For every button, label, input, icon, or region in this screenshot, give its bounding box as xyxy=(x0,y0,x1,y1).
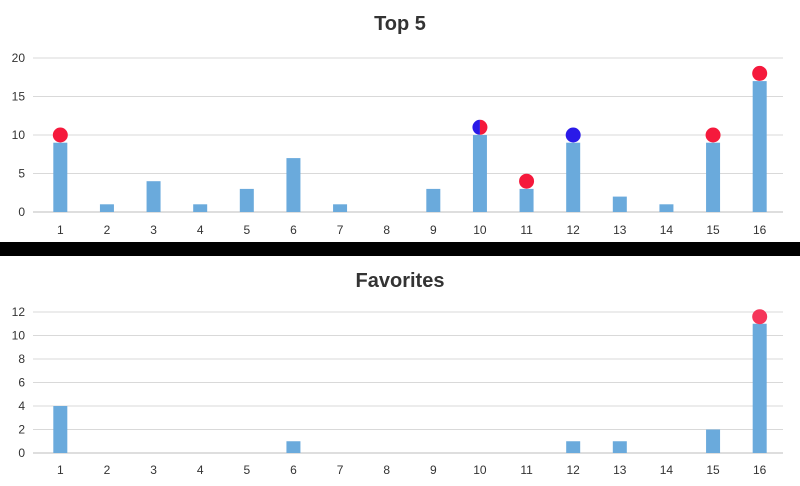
top5-x-tick-label: 4 xyxy=(197,223,204,237)
top5-x-tick-label: 10 xyxy=(473,223,487,237)
chart-divider xyxy=(0,242,800,256)
top5-marker-dot xyxy=(52,127,68,143)
top5-chart-panel: Top 5 0 5 10 15 20 1 2 3 4 5 6 7 8 9 10 11 12 13 14 15 16 xyxy=(0,0,800,242)
favorites-x-tick-label: 10 xyxy=(473,463,487,477)
top5-bar xyxy=(193,204,208,212)
favorites-bar xyxy=(752,323,767,453)
favorites-y-tick-label: 0 xyxy=(18,446,25,460)
top5-x-tick-label: 14 xyxy=(660,223,674,237)
top5-marker-dot xyxy=(705,127,721,143)
top5-bar xyxy=(53,142,68,212)
top5-x-tick-label: 2 xyxy=(104,223,111,237)
top5-bar xyxy=(286,158,301,212)
favorites-bar xyxy=(706,429,721,453)
favorites-y-tick-label: 6 xyxy=(18,376,25,390)
top5-y-tick-label: 10 xyxy=(12,128,26,142)
top5-bar xyxy=(519,188,534,212)
favorites-x-tick-label: 16 xyxy=(753,463,767,477)
top5-bar xyxy=(333,204,348,212)
top5-bar xyxy=(659,204,674,212)
favorites-x-tick-label: 13 xyxy=(613,463,627,477)
favorites-x-tick-label: 15 xyxy=(706,463,720,477)
favorites-y-tick-label: 10 xyxy=(12,329,26,343)
favorites-bar xyxy=(286,441,301,453)
top5-marker-dot xyxy=(519,173,535,189)
top5-x-tick-label: 16 xyxy=(753,223,767,237)
favorites-x-tick-label: 8 xyxy=(383,463,390,477)
favorites-x-tick-label: 6 xyxy=(290,463,297,477)
favorites-y-tick-label: 2 xyxy=(18,423,25,437)
top5-y-tick-label: 15 xyxy=(12,90,26,104)
favorites-bar xyxy=(612,441,627,453)
favorites-y-tick-label: 4 xyxy=(18,399,25,413)
favorites-x-tick-label: 14 xyxy=(660,463,674,477)
top5-bar xyxy=(426,188,441,212)
top5-bar xyxy=(566,142,581,212)
top5-x-tick-label: 12 xyxy=(567,223,581,237)
top5-x-tick-label: 9 xyxy=(430,223,437,237)
favorites-y-tick-label: 12 xyxy=(12,305,26,319)
top5-bar xyxy=(99,204,114,212)
top5-bar xyxy=(239,188,254,212)
favorites-x-tick-label: 3 xyxy=(150,463,157,477)
favorites-x-tick-label: 1 xyxy=(57,463,64,477)
top5-x-tick-label: 13 xyxy=(613,223,627,237)
top5-x-tick-label: 1 xyxy=(57,223,64,237)
favorites-bar xyxy=(53,406,68,453)
favorites-x-tick-label: 2 xyxy=(104,463,111,477)
top5-bar xyxy=(146,181,161,212)
top5-x-tick-label: 3 xyxy=(150,223,157,237)
favorites-x-tick-label: 4 xyxy=(197,463,204,477)
top5-bar xyxy=(472,135,487,212)
top5-y-tick-label: 5 xyxy=(18,167,25,181)
top5-x-tick-label: 5 xyxy=(243,223,250,237)
top5-marker-half-left xyxy=(472,119,480,135)
top5-y-tick-label: 20 xyxy=(12,51,26,65)
favorites-x-tick-label: 9 xyxy=(430,463,437,477)
top5-marker-dot-split xyxy=(472,119,488,135)
top5-bar xyxy=(612,196,627,212)
top5-x-tick-label: 8 xyxy=(383,223,390,237)
favorites-x-tick-label: 5 xyxy=(243,463,250,477)
favorites-x-tick-label: 12 xyxy=(567,463,581,477)
favorites-chart-panel: Favorites 0 2 4 6 8 10 12 1 2 3 4 5 6 7 8 9 10 11 12 13 14 15… xyxy=(0,256,800,486)
favorites-x-tick-label: 7 xyxy=(337,463,344,477)
top5-x-tick-label: 7 xyxy=(337,223,344,237)
favorites-marker-dot xyxy=(752,309,768,325)
top5-x-tick-label: 15 xyxy=(706,223,720,237)
top5-bar xyxy=(706,142,721,212)
top5-chart-title: Top 5 xyxy=(374,13,426,35)
top5-marker-half-right xyxy=(479,119,488,135)
top5-marker-dot xyxy=(565,127,581,143)
top5-bar xyxy=(752,81,767,212)
top5-x-tick-label: 11 xyxy=(520,223,533,237)
favorites-chart-title: Favorites xyxy=(355,270,445,292)
top5-x-tick-label: 6 xyxy=(290,223,297,237)
top5-y-tick-label: 0 xyxy=(18,205,25,219)
top5-marker-dot xyxy=(752,65,768,81)
favorites-y-tick-label: 8 xyxy=(18,352,25,366)
favorites-x-tick-label: 11 xyxy=(520,463,533,477)
favorites-bar xyxy=(566,441,581,453)
